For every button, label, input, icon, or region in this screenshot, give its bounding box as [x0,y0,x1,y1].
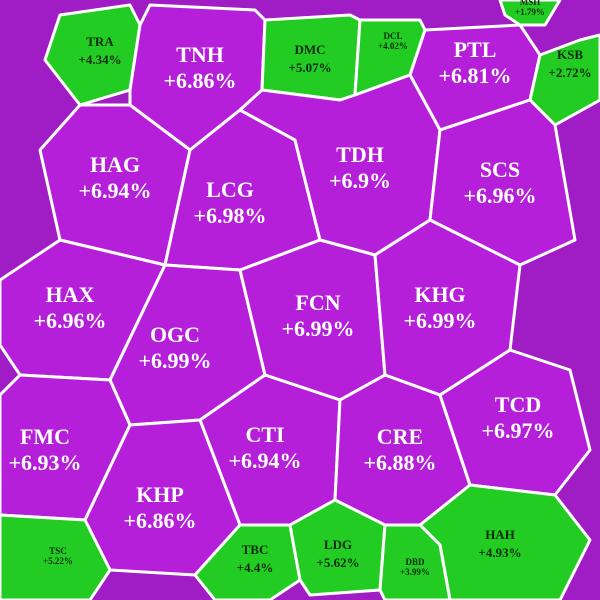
cell-label: TCD [495,392,541,417]
cell-value-label: +1.79% [515,7,545,17]
cell-value-label: +6.88% [363,450,436,475]
cell-label: TBC [242,542,269,557]
cell-value-label: +5.62% [316,555,359,570]
cell-value-label: +6.9% [329,168,391,193]
cell-label: KSB [557,47,583,62]
cell-label: HAX [46,282,95,307]
cell-value-label: +6.86% [123,508,196,533]
cell [260,13,362,102]
cell-label: LCG [206,177,254,202]
cell-label: SCS [480,157,520,182]
cell-label: TNH [176,42,224,67]
cell [378,523,452,600]
cell-value-label: +4.34% [78,52,121,67]
cell-label: LDG [324,537,352,552]
cell-value-label: +6.99% [403,308,476,333]
cell-value-label: +6.98% [193,203,266,228]
cell-label: DMC [294,42,325,57]
cell-value-label: +4.02% [378,41,408,51]
cell [0,513,112,600]
cell-value-label: +6.99% [281,316,354,341]
cell [498,0,562,27]
cell-label: TSC [49,546,67,556]
cell-value-label: +5.07% [288,60,331,75]
cell-label: CRE [377,424,423,449]
cell-value-label: +4.4% [237,560,274,575]
cell-value-label: +6.96% [463,183,536,208]
cell-value-label: +6.97% [481,418,554,443]
cell-label: TDH [336,142,384,167]
cell-label: KHG [414,282,465,307]
cell-value-label: +6.99% [138,348,211,373]
cell-value-label: +6.93% [8,450,81,475]
cell-label: TRA [86,34,114,49]
cell-value-label: +5.22% [43,556,73,566]
cell-label: CTI [245,422,284,447]
cell-label: FMC [20,424,70,449]
cell-value-label: +6.86% [163,68,236,93]
cell-label: HAH [485,527,515,542]
cell-label: FCN [295,290,340,315]
cell-value-label: +6.94% [228,448,301,473]
cell-value-label: +6.81% [438,63,511,88]
cell-value-label: +6.96% [33,308,106,333]
cell-label: OGC [150,322,200,347]
labels: TRA+4.34% TNH+6.86%DMC+5.07%DCL+4.02% PTL+… [8,0,591,577]
cell-value-label: +6.94% [78,178,151,203]
cell-value-label: +3.99% [400,567,430,577]
cell-label: DBD [405,557,425,567]
cell-label: HAG [90,152,140,177]
cell-value-label: +4.93% [478,545,521,560]
cell-label: DCL [383,31,402,41]
cell-label: KHP [136,482,184,507]
cell-label: MSH [520,0,541,7]
cell-value-label: +2.72% [548,65,591,80]
cell-label: PTL [454,37,497,62]
